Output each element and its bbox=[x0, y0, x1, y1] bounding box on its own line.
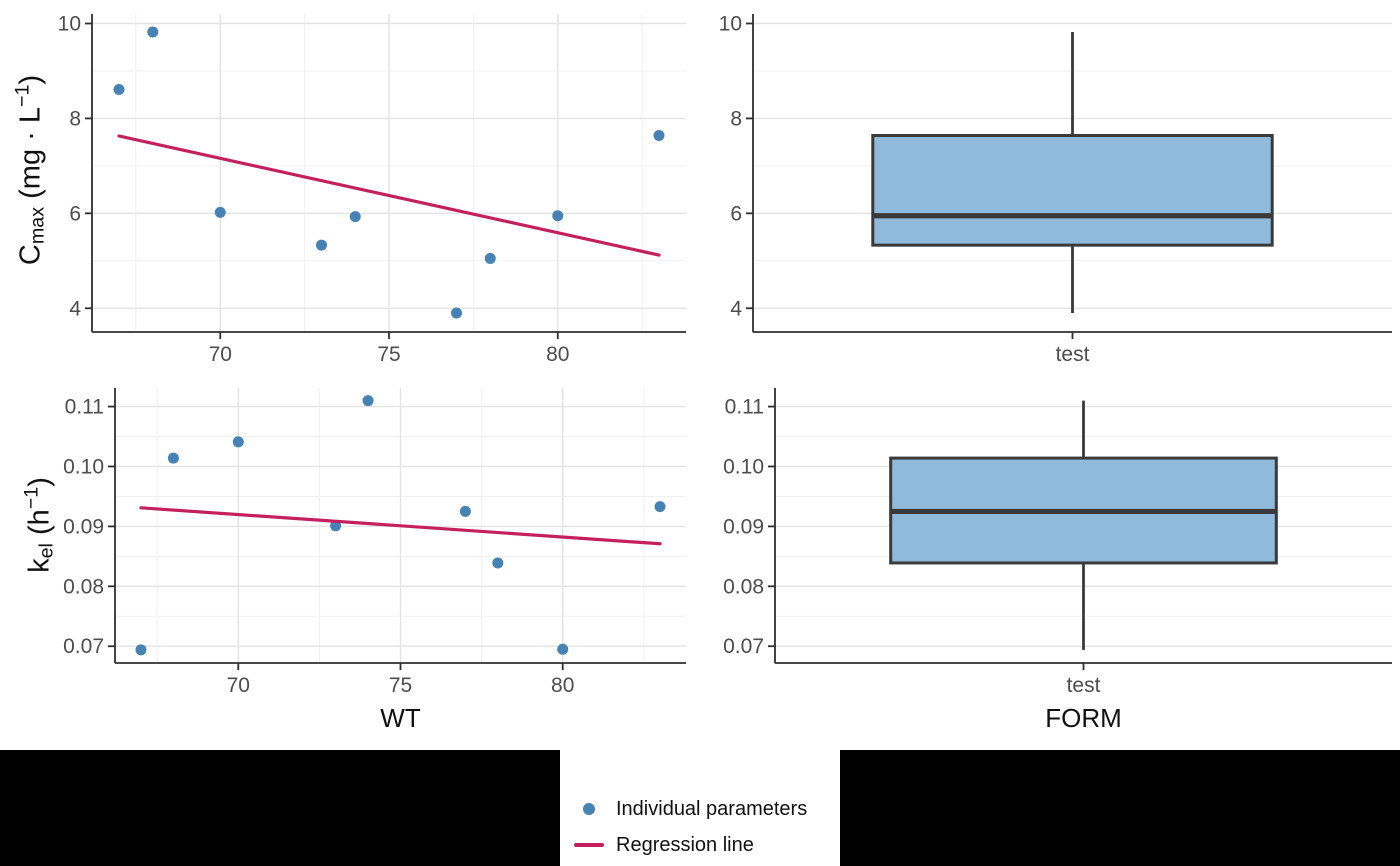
regression-line bbox=[139, 506, 662, 546]
data-point bbox=[484, 252, 496, 264]
x-tick-label: 70 bbox=[227, 674, 250, 697]
data-point bbox=[214, 206, 226, 218]
y-tick-label: 0.07 bbox=[63, 635, 104, 658]
legend-item-individual-parameters: Individual parameters bbox=[572, 791, 840, 827]
y-axis-ticks: 0.07 0.08 0.09 0.10 0.11 bbox=[723, 396, 775, 658]
data-point bbox=[316, 239, 327, 251]
y-tick-label: 6 bbox=[730, 202, 742, 225]
boxplot bbox=[871, 32, 1274, 314]
y-tick-label: 8 bbox=[69, 107, 81, 130]
legend-item-regression-line: Regression line bbox=[572, 827, 840, 863]
data-point bbox=[459, 505, 471, 517]
y-tick-label: 8 bbox=[730, 107, 742, 130]
y-tick-label: 10 bbox=[58, 12, 81, 35]
plot-cmax-boxplot: 4 6 8 10 test bbox=[700, 0, 1400, 375]
y-tick-label: 0.10 bbox=[723, 455, 764, 478]
gridlines bbox=[92, 14, 686, 332]
y-tick-label: 0.09 bbox=[723, 515, 764, 538]
data-point bbox=[654, 501, 666, 513]
y-tick-label: 10 bbox=[719, 12, 742, 35]
x-axis-title: WT bbox=[380, 703, 421, 733]
x-tick-label: 80 bbox=[546, 343, 569, 366]
x-axis-ticks: 70 75 80 bbox=[227, 663, 574, 697]
y-tick-label: 0.08 bbox=[63, 575, 104, 598]
x-axis-ticks: test bbox=[1056, 332, 1090, 366]
data-point bbox=[653, 130, 665, 142]
data-point bbox=[167, 452, 179, 464]
scatter-points bbox=[113, 26, 665, 319]
y-axis-title-kel: kel (h−1) bbox=[20, 477, 58, 573]
y-axis-ticks: 4 6 8 10 bbox=[719, 12, 753, 320]
y-tick-label: 0.11 bbox=[65, 396, 104, 419]
data-point bbox=[147, 26, 159, 38]
data-point bbox=[552, 210, 564, 222]
box bbox=[871, 134, 1274, 247]
cmax_boxplot-svg: 4 6 8 10 test bbox=[719, 12, 1392, 366]
y-tick-label: 4 bbox=[730, 297, 742, 320]
y-axis-ticks: 0.07 0.08 0.09 0.10 0.11 bbox=[63, 396, 115, 658]
x-axis-title: FORM bbox=[1045, 703, 1122, 733]
y-tick-label: 0.08 bbox=[723, 575, 764, 598]
y-axis-ticks: 4 6 8 10 bbox=[58, 12, 92, 320]
x-axis-ticks: test bbox=[1067, 663, 1101, 697]
data-point bbox=[451, 307, 462, 319]
y-tick-label: 0.09 bbox=[63, 515, 104, 538]
x-tick-label: 75 bbox=[377, 343, 400, 366]
x-tick-label: 80 bbox=[551, 674, 574, 697]
y-tick-label: 0.07 bbox=[723, 635, 764, 658]
x-tick-label: 75 bbox=[389, 674, 412, 697]
y-tick-label: 4 bbox=[69, 297, 81, 320]
x-category-label: test bbox=[1067, 674, 1101, 697]
data-point bbox=[492, 557, 504, 569]
y-tick-label: 6 bbox=[69, 202, 81, 225]
kel_boxplot-svg: 0.07 0.08 0.09 0.10 0.11 test FORM bbox=[723, 388, 1392, 733]
y-tick-label: 0.10 bbox=[63, 455, 104, 478]
line-symbol-icon bbox=[572, 843, 606, 847]
data-point bbox=[362, 395, 374, 407]
legend: Individual parameters Regression line bbox=[560, 750, 840, 866]
x-category-label: test bbox=[1056, 343, 1090, 366]
data-point bbox=[135, 644, 147, 656]
x-tick-label: 70 bbox=[209, 343, 232, 366]
legend-item-label: Individual parameters bbox=[616, 797, 808, 820]
point-symbol-icon bbox=[572, 803, 606, 815]
boxplot bbox=[889, 400, 1278, 650]
plot-kel-vs-wt: 0.07 0.08 0.09 0.10 0.11 70 75 80 WT bbox=[0, 375, 700, 748]
plot-kel-boxplot: 0.07 0.08 0.09 0.10 0.11 test FORM bbox=[700, 375, 1400, 748]
regression-line bbox=[117, 134, 661, 257]
cmax_vs_wt-svg: 4 6 8 10 70 75 80 bbox=[58, 12, 686, 366]
scatter-points bbox=[135, 395, 666, 656]
kel_vs_wt-svg: 0.07 0.08 0.09 0.10 0.11 70 75 80 WT bbox=[63, 388, 686, 733]
y-axis-title-cmax: Cmax (mg · L−1) bbox=[11, 74, 49, 266]
data-point bbox=[557, 643, 569, 655]
data-point bbox=[349, 211, 361, 223]
x-axis-ticks: 70 75 80 bbox=[209, 332, 569, 366]
data-point bbox=[113, 83, 125, 95]
legend-item-label: Regression line bbox=[616, 833, 754, 856]
y-tick-label: 0.11 bbox=[725, 396, 764, 419]
plot-cmax-vs-wt: 4 6 8 10 70 75 80 bbox=[0, 0, 700, 375]
data-point bbox=[232, 436, 244, 448]
